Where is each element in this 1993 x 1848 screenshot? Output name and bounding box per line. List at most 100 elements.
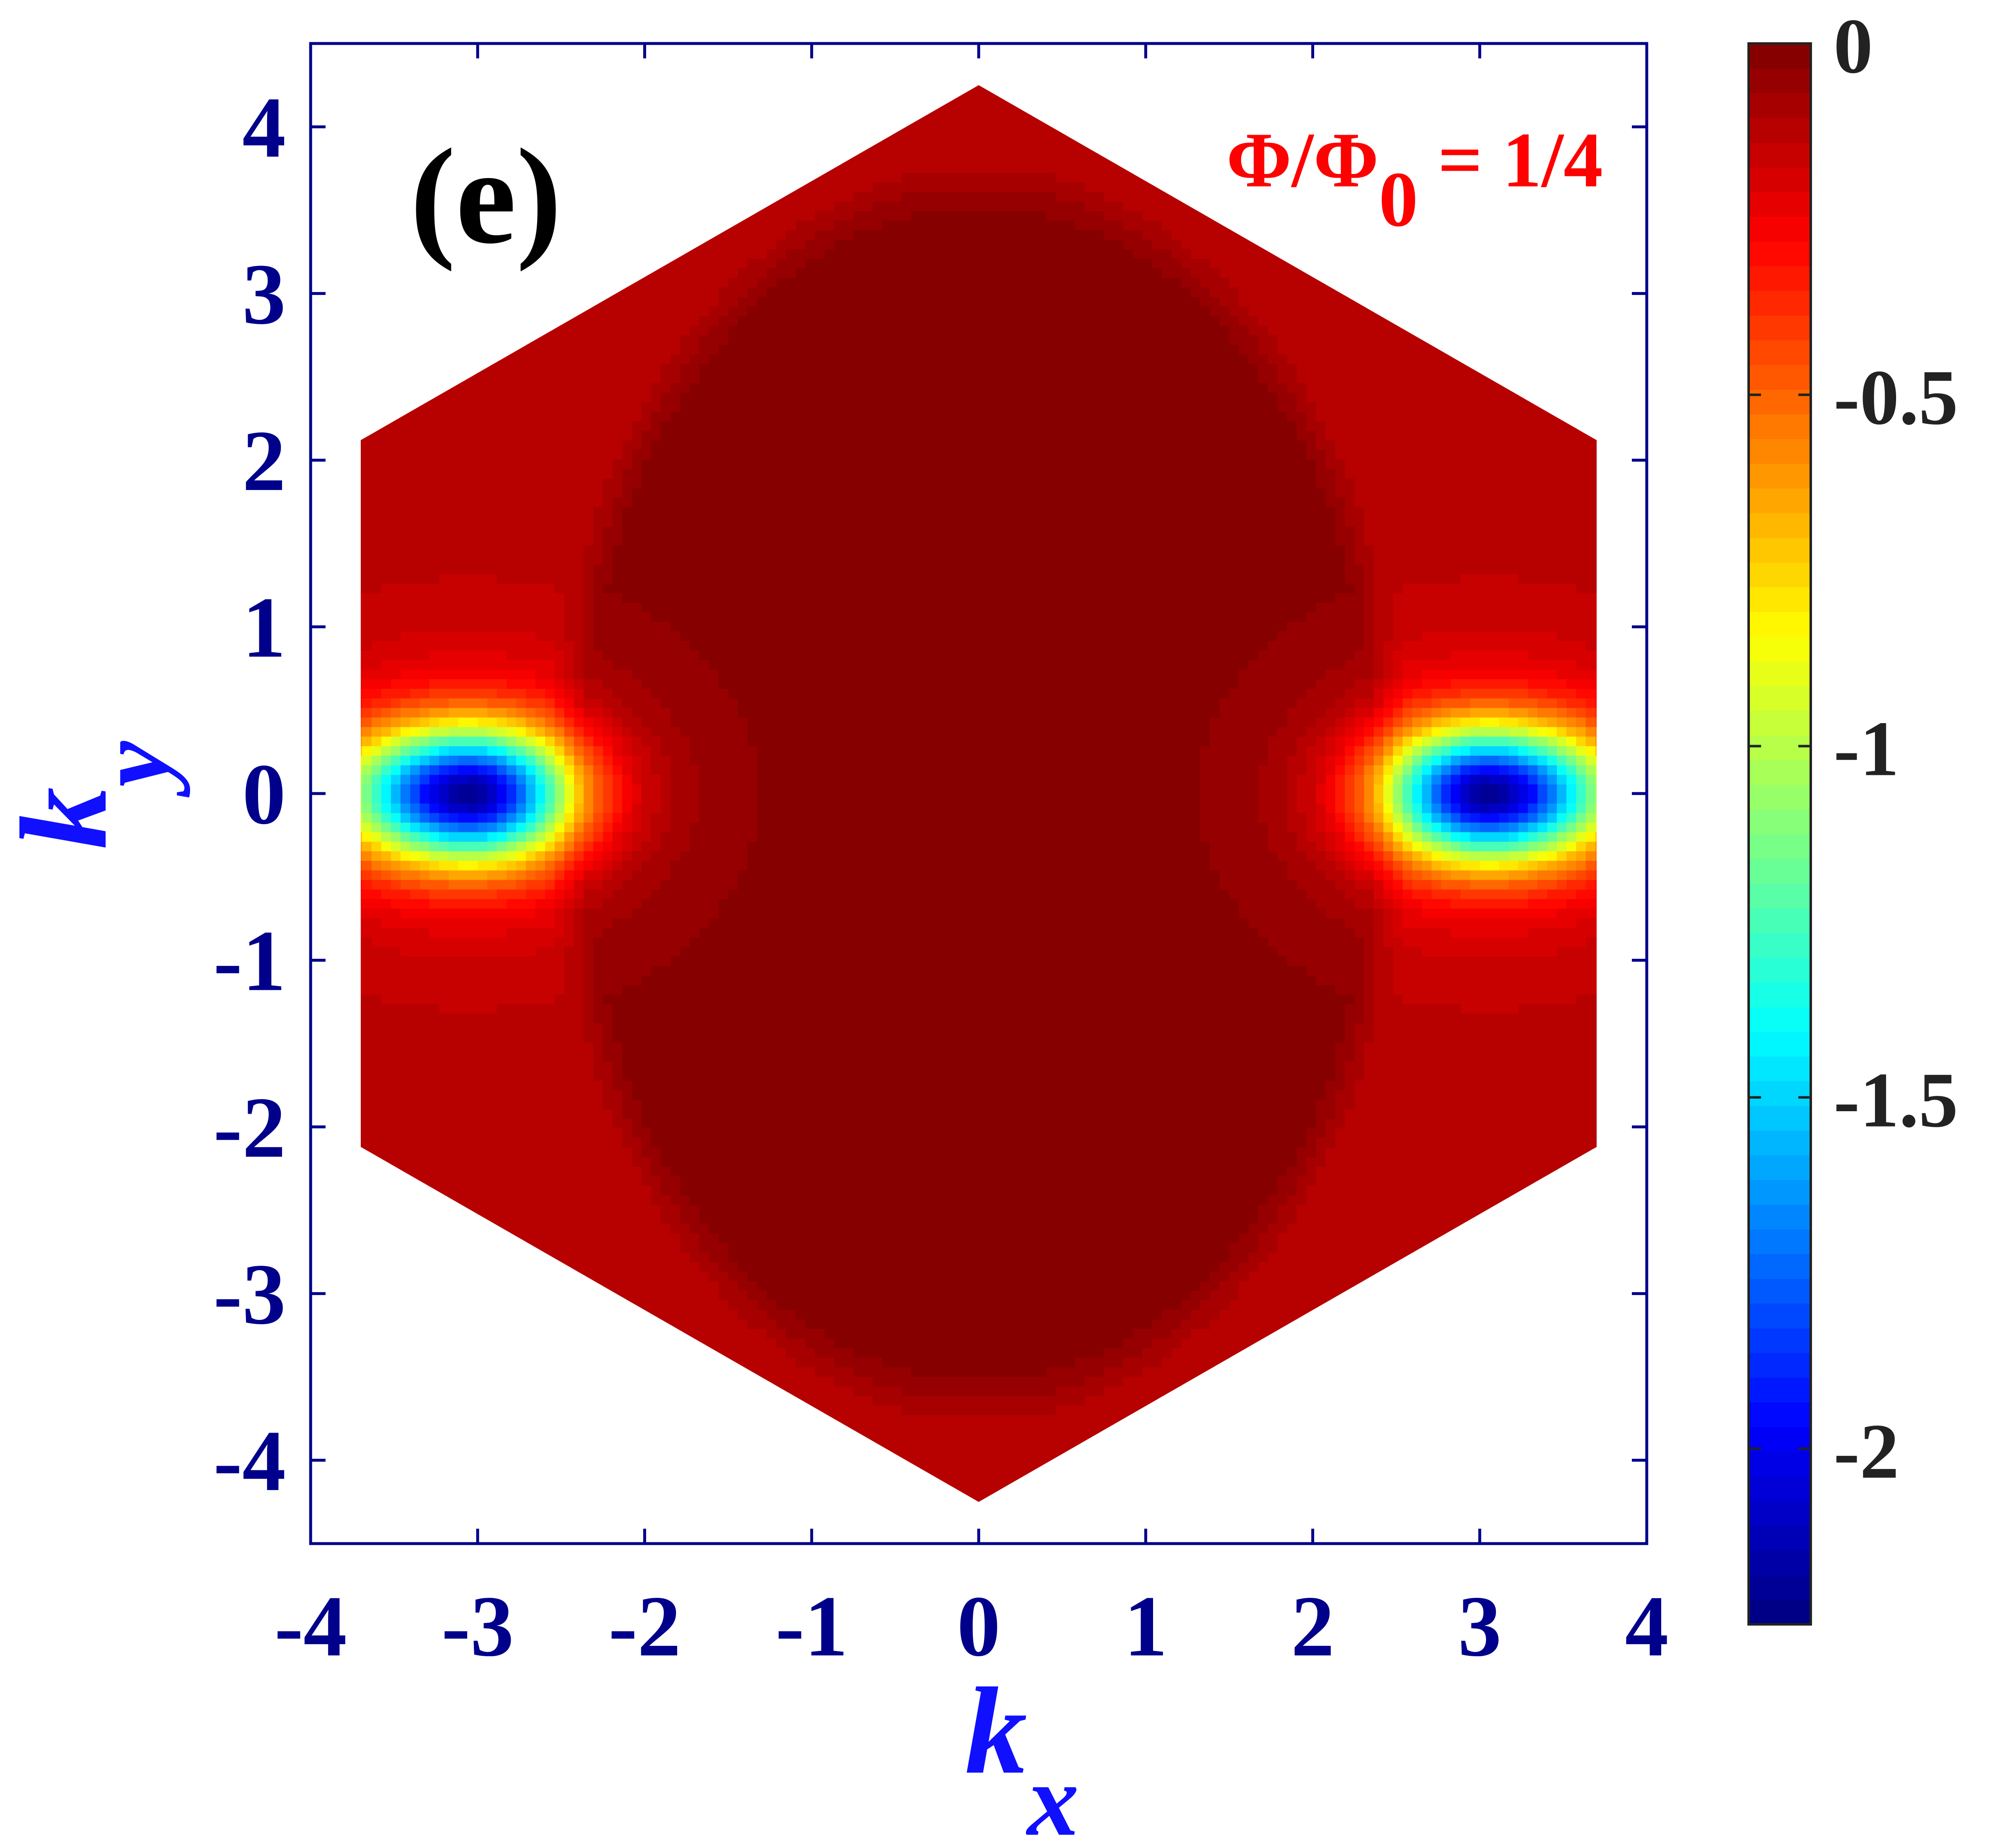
heatmap-cell — [458, 726, 468, 737]
heatmap-cell — [429, 449, 440, 460]
heatmap-cell — [632, 487, 642, 498]
heatmap-cell — [468, 1290, 478, 1300]
heatmap-cell — [478, 1252, 488, 1262]
heatmap-cell — [564, 841, 574, 852]
heatmap-cell — [449, 918, 459, 928]
heatmap-cell — [458, 335, 468, 345]
heatmap-cell — [381, 956, 391, 966]
heatmap-cell — [361, 335, 363, 345]
heatmap-cell — [362, 1042, 372, 1052]
heatmap-cell — [555, 736, 565, 746]
heatmap-cell — [545, 1032, 555, 1042]
heatmap-cell — [584, 1481, 594, 1492]
heatmap-cell — [516, 583, 526, 593]
heatmap-cell — [449, 1281, 459, 1291]
heatmap-cell — [401, 248, 411, 259]
heatmap-cell — [555, 870, 565, 880]
heatmap-cell — [622, 297, 632, 307]
heatmap-cell — [526, 927, 536, 938]
heatmap-cell — [555, 306, 565, 316]
heatmap-cell — [661, 784, 671, 794]
heatmap-cell — [651, 182, 661, 192]
heatmap-cell — [516, 545, 526, 555]
heatmap-cell — [478, 1156, 488, 1167]
heatmap-cell — [670, 1329, 680, 1339]
heatmap-cell — [478, 621, 488, 632]
heatmap-cell — [381, 898, 391, 909]
heatmap-cell — [381, 306, 391, 316]
heatmap-cell — [429, 602, 440, 613]
heatmap-cell — [401, 717, 411, 727]
heatmap-cell — [507, 679, 517, 689]
heatmap-cell — [641, 927, 651, 938]
heatmap-cell — [641, 373, 651, 383]
heatmap-cell — [555, 1481, 565, 1492]
heatmap-cell — [362, 526, 372, 536]
heatmap-cell — [574, 1195, 584, 1205]
heatmap-cell — [439, 908, 449, 918]
heatmap-cell — [516, 736, 526, 746]
heatmap-cell — [545, 1023, 555, 1033]
heatmap-cell — [507, 1386, 517, 1396]
heatmap-cell — [641, 1300, 651, 1310]
heatmap-cell — [468, 679, 478, 689]
heatmap-cell — [439, 1300, 449, 1310]
heatmap-cell — [449, 1310, 459, 1320]
heatmap-cell — [661, 1052, 671, 1062]
heatmap-cell — [545, 86, 555, 97]
heatmap-cell — [391, 784, 401, 794]
heatmap-cell — [661, 918, 671, 928]
heatmap-cell — [487, 1223, 497, 1234]
heatmap-cell — [381, 297, 391, 307]
heatmap-cell — [574, 229, 584, 240]
heatmap-cell — [545, 975, 555, 985]
heatmap-cell — [516, 908, 526, 918]
heatmap-cell — [410, 984, 420, 995]
heatmap-cell — [564, 803, 574, 813]
heatmap-cell — [622, 631, 632, 641]
heatmap-cell — [362, 1242, 372, 1253]
heatmap-cell — [507, 1395, 517, 1406]
heatmap-cell — [535, 726, 546, 737]
heatmap-cell — [613, 851, 623, 861]
heatmap-cell — [545, 1013, 555, 1023]
heatmap-cell — [584, 1137, 594, 1148]
heatmap-cell — [361, 1223, 363, 1234]
heatmap-cell — [545, 1080, 555, 1090]
heatmap-cell — [574, 765, 584, 775]
heatmap-cell — [593, 1080, 603, 1090]
heatmap-cell — [622, 984, 632, 995]
heatmap-cell — [361, 1052, 363, 1062]
heatmap-cell — [478, 1376, 488, 1387]
heatmap-cell — [545, 1501, 555, 1502]
heatmap-cell — [507, 1052, 517, 1062]
heatmap-cell — [661, 1004, 671, 1014]
heatmap-cell — [574, 1013, 584, 1023]
heatmap-cell — [516, 918, 526, 928]
heatmap-cell — [593, 860, 603, 871]
heatmap-cell — [613, 621, 623, 632]
heatmap-cell — [632, 210, 642, 221]
heatmap-cell — [661, 536, 671, 546]
heatmap-cell — [420, 430, 430, 441]
heatmap-cell — [507, 1233, 517, 1243]
heatmap-cell — [381, 210, 391, 221]
heatmap-cell — [670, 1271, 680, 1281]
heatmap-cell — [391, 96, 401, 106]
heatmap-cell — [362, 1252, 372, 1262]
heatmap-cell — [564, 1042, 574, 1052]
heatmap-cell — [613, 392, 623, 402]
heatmap-cell — [439, 277, 449, 288]
heatmap-cell — [381, 975, 391, 985]
heatmap-cell — [661, 612, 671, 622]
heatmap-cell — [429, 832, 440, 842]
heatmap-cell — [603, 908, 613, 918]
heatmap-cell — [632, 822, 642, 832]
heatmap-cell — [361, 1424, 363, 1434]
heatmap-cell — [564, 1348, 574, 1358]
heatmap-cell — [410, 822, 420, 832]
heatmap-cell — [603, 1281, 613, 1291]
heatmap-cell — [391, 201, 401, 211]
heatmap-cell — [622, 707, 632, 718]
heatmap-cell — [401, 860, 411, 871]
